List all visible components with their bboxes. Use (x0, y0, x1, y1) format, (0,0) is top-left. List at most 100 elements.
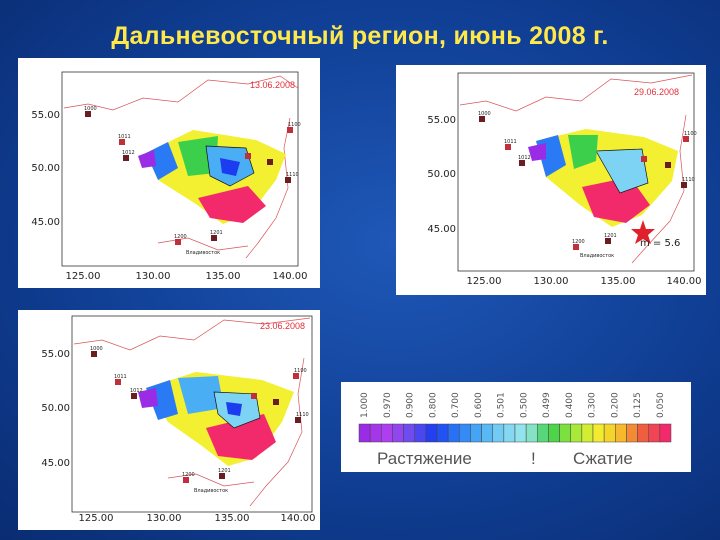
legend-swatch (570, 423, 583, 443)
legend-swatch (392, 423, 404, 443)
station-label: 1110 (296, 412, 309, 418)
y-tick: 45.00 (41, 458, 70, 469)
legend-swatch (548, 423, 560, 443)
field-extension (220, 158, 240, 176)
magnitude-label: m = 5.6 (640, 238, 680, 249)
coastline (167, 473, 255, 487)
legend-value-label: 0.050 (656, 392, 666, 418)
place-label: Владивосток (194, 488, 228, 494)
legend-value-label: 0.600 (474, 392, 484, 418)
legend-swatch (381, 423, 393, 443)
station-label: 1201 (210, 230, 223, 236)
x-tick: 135.00 (206, 271, 241, 282)
station-label: 1110 (682, 177, 695, 183)
station-marker (245, 153, 251, 159)
station-label: 1011 (114, 374, 127, 380)
field-compression (198, 186, 266, 223)
legend-value-label: 0.501 (497, 392, 507, 418)
y-tick: 55.00 (41, 349, 70, 360)
station-marker (183, 477, 189, 483)
station-marker (251, 393, 257, 399)
legend-swatch (525, 423, 538, 443)
station-marker (519, 160, 525, 166)
legend-value-label: 0.300 (588, 392, 598, 418)
x-tick: 140.00 (281, 513, 316, 524)
station-marker (295, 417, 301, 423)
station-label: 1012 (122, 150, 135, 156)
legend-value-label: 0.200 (610, 392, 620, 418)
legend-swatch (581, 423, 594, 443)
legend-swatch (659, 423, 672, 443)
station-marker (85, 111, 91, 117)
map-1: 13.06.2008 55.00 50.00 45.00 125.00 130.… (31, 71, 308, 282)
station-marker (505, 144, 511, 150)
field-neutral (568, 135, 598, 169)
legend-value-label: 0.700 (451, 392, 461, 418)
station-marker (131, 393, 137, 399)
legend-swatch (537, 423, 549, 443)
y-tick: 55.00 (31, 110, 60, 121)
coastline (631, 114, 687, 264)
map-2: m = 5.6 29.06.2008 55.00 50.00 45.00 125… (427, 72, 702, 287)
map-panel-1: 13.06.2008 55.00 50.00 45.00 125.00 130.… (18, 58, 320, 288)
station-label: 1100 (288, 122, 301, 128)
map-date: 29.06.2008 (634, 87, 679, 97)
station-label: 1110 (286, 172, 299, 178)
station-label: 1100 (294, 368, 307, 374)
map-3: 23.06.2008 55.00 50.00 45.00 125.00 130.… (41, 315, 316, 524)
station-marker (267, 159, 273, 165)
legend-swatch (459, 423, 471, 443)
legend-value-label: 0.500 (519, 392, 529, 418)
legend-value-label: 0.125 (633, 392, 643, 418)
station-marker (681, 182, 687, 188)
legend-value-label: 0.970 (383, 392, 393, 418)
station-label: 1201 (218, 468, 231, 474)
legend-extension-label: Растяжение (377, 449, 472, 468)
station-marker (293, 373, 299, 379)
slide-title: Дальневосточный регион, июнь 2008 г. (111, 22, 609, 50)
coastline (63, 75, 299, 111)
station-marker (273, 399, 279, 405)
x-tick: 125.00 (467, 276, 502, 287)
map-panel-3: 23.06.2008 55.00 50.00 45.00 125.00 130.… (18, 310, 320, 530)
x-tick: 135.00 (601, 276, 636, 287)
legend-swatch (369, 423, 382, 443)
field-extension (595, 148, 649, 194)
map-date: 23.06.2008 (260, 321, 305, 331)
color-legend: Растяжение ! Сжатие 1.000 0.970 0.900 0.800… (341, 382, 691, 472)
y-tick: 45.00 (427, 224, 456, 235)
legend-value-label: 0.400 (565, 392, 575, 418)
legend-swatch (403, 423, 415, 443)
coastline (157, 237, 249, 251)
station-marker (641, 156, 647, 162)
station-label: 1011 (118, 134, 131, 140)
legend-swatch (436, 423, 449, 443)
field-extension (178, 376, 224, 414)
x-tick: 130.00 (147, 513, 182, 524)
legend-swatch (603, 423, 616, 443)
x-tick: 140.00 (273, 271, 308, 282)
legend-compression-label: Сжатие (573, 449, 633, 468)
station-marker (175, 239, 181, 245)
x-tick: 130.00 (534, 276, 569, 287)
y-tick: 45.00 (31, 217, 60, 228)
station-marker (123, 155, 129, 161)
field-extension (528, 143, 546, 161)
station-marker (287, 127, 293, 133)
legend-swatch (492, 423, 505, 443)
map-date: 13.06.2008 (250, 80, 295, 90)
coastline (245, 117, 291, 259)
station-label: 1000 (84, 106, 97, 112)
legend-swatch (425, 423, 438, 443)
map-panel-2: m = 5.6 29.06.2008 55.00 50.00 45.00 125… (396, 65, 706, 295)
place-label: Владивосток (186, 250, 220, 256)
x-tick: 135.00 (215, 513, 250, 524)
field-extension (226, 402, 242, 416)
legend-swatch (470, 423, 482, 443)
station-label: 1201 (604, 233, 617, 239)
station-marker (683, 136, 689, 142)
station-label: 1200 (572, 239, 585, 245)
legend-value-label: 1.000 (360, 392, 370, 418)
station-marker (91, 351, 97, 357)
legend-swatch (626, 423, 638, 443)
